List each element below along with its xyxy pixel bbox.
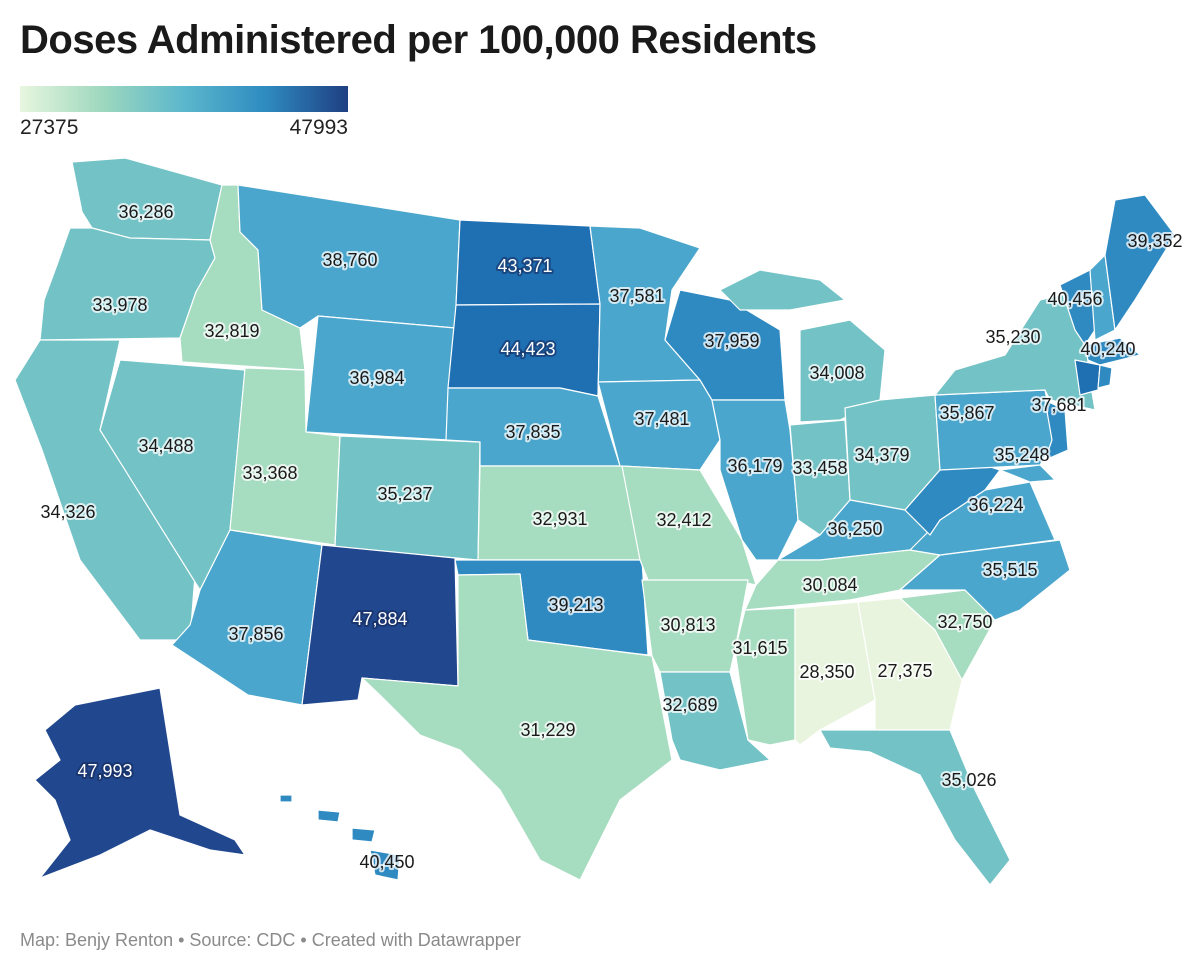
- color-legend: 27375 47993: [20, 86, 348, 140]
- label-la: 32,689: [662, 695, 717, 715]
- label-il: 36,179: [727, 456, 782, 476]
- label-ok: 39,213: [548, 595, 603, 615]
- label-ut: 33,368: [242, 463, 297, 483]
- label-ga: 27,375: [877, 661, 932, 681]
- label-va: 36,224: [968, 495, 1023, 515]
- label-ia: 37,481: [634, 409, 689, 429]
- label-nm: 47,884: [352, 609, 407, 629]
- label-ky: 36,250: [827, 519, 882, 539]
- map-title: Doses Administered per 100,000 Residents: [20, 18, 817, 62]
- label-ny: 35,230: [985, 327, 1040, 347]
- label-wy: 36,984: [349, 368, 404, 388]
- label-wv: 35,248: [994, 445, 1049, 465]
- label-wi: 37,959: [704, 331, 759, 351]
- label-nd: 43,371: [497, 256, 552, 276]
- state-il[interactable]: [711, 399, 799, 561]
- label-az: 37,856: [228, 624, 283, 644]
- state-ri[interactable]: [1097, 364, 1113, 389]
- label-or: 33,978: [92, 295, 147, 315]
- legend-min-label: 27375: [20, 116, 79, 139]
- state-vt[interactable]: [1059, 269, 1096, 346]
- label-fl: 35,026: [941, 770, 996, 790]
- state-tx[interactable]: [361, 573, 673, 881]
- state-ct[interactable]: [1074, 359, 1101, 396]
- label-ks: 32,931: [532, 509, 587, 529]
- label-sc: 32,750: [937, 612, 992, 632]
- legend-max-label: 47993: [289, 116, 348, 139]
- label-tx: 31,229: [520, 720, 575, 740]
- label-pa: 35,867: [939, 403, 994, 423]
- label-co: 35,237: [377, 484, 432, 504]
- label-ca: 34,326: [40, 502, 95, 522]
- state-me[interactable]: [1104, 194, 1176, 331]
- state-hi[interactable]: [279, 794, 401, 881]
- label-wa: 36,286: [118, 202, 173, 222]
- label-mt: 38,760: [322, 250, 377, 270]
- label-tn: 30,084: [802, 575, 857, 595]
- label-vt: 40,456: [1047, 289, 1102, 309]
- label-in: 33,458: [792, 458, 847, 478]
- state-nj[interactable]: [1044, 399, 1069, 461]
- state-ny[interactable]: [934, 289, 1096, 411]
- label-ms: 31,615: [732, 638, 787, 658]
- label-mn: 37,581: [609, 286, 664, 306]
- label-ne: 37,835: [505, 422, 560, 442]
- state-md[interactable]: [999, 464, 1056, 483]
- label-ak: 47,993: [77, 761, 132, 781]
- label-hi: 40,450: [359, 852, 414, 872]
- state-ma[interactable]: [1084, 337, 1141, 366]
- label-me: 39,352: [1127, 231, 1182, 251]
- label-nv: 34,488: [138, 436, 193, 456]
- state-mi-up[interactable]: [719, 269, 846, 311]
- label-ma: 40,240: [1080, 339, 1135, 359]
- state-ak[interactable]: [34, 687, 246, 879]
- label-mo: 32,412: [656, 510, 711, 530]
- label-oh: 34,379: [854, 445, 909, 465]
- footer-credit: Map: Benjy Renton • Source: CDC • Create…: [20, 930, 521, 950]
- state-sc[interactable]: [899, 589, 996, 681]
- state-la[interactable]: [659, 671, 771, 771]
- label-ar: 30,813: [660, 615, 715, 635]
- label-id: 32,819: [204, 321, 259, 341]
- label-nj: 37,681: [1031, 395, 1086, 415]
- label-sd: 44,423: [500, 339, 555, 359]
- state-ca[interactable]: [14, 339, 196, 641]
- label-nc: 35,515: [982, 560, 1037, 580]
- state-fl[interactable]: [819, 729, 1011, 886]
- label-al: 28,350: [799, 662, 854, 682]
- state-wa[interactable]: [71, 157, 223, 241]
- legend-gradient-bar: [20, 86, 348, 112]
- label-mi: 34,008: [809, 363, 864, 383]
